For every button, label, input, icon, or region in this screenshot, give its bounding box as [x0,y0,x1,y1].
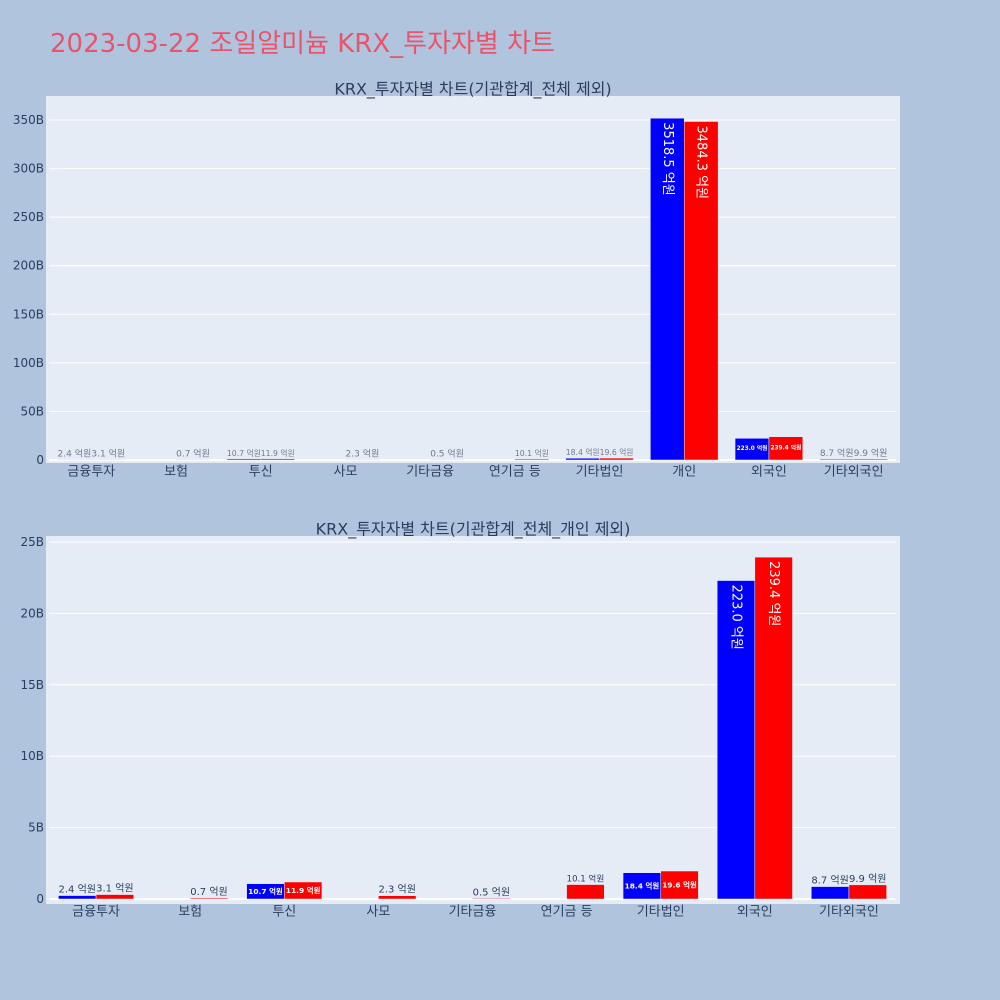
x-tick-label: 외국인 [737,905,773,920]
y-tick-label: 0 [36,453,44,467]
y-tick-label: 25B [20,535,44,549]
bar[interactable] [514,458,549,461]
bar-value-label: 11.9 억원 [261,449,295,458]
x-tick-label: 사모 [333,465,357,480]
x-tick-label: 투신 [272,905,296,920]
x-tick-label: 기타외국인 [824,465,884,480]
bar-value-label: 10.7 억원 [227,449,261,458]
bar-value-label: 10.1 억원 [567,873,605,885]
bar[interactable] [716,580,756,900]
bar[interactable] [650,117,685,461]
bar[interactable] [260,458,295,461]
bar-value-label: 18.4 억원 [625,880,660,890]
y-tick-label: 350B [13,113,44,127]
bar-value-label: 2.4 억원 [58,884,95,896]
x-tick-label: 금융투자 [72,905,120,920]
bar[interactable] [57,459,92,461]
bar-value-label: 11.9 억원 [286,885,321,895]
bar-value-label: 0.7 억원 [190,886,227,898]
bar-value-label: 3.1 억원 [91,447,125,459]
x-tick-label: 보험 [178,905,202,920]
bar[interactable] [345,459,380,461]
x-tick-label: 기타법인 [637,905,685,920]
bar[interactable] [189,897,229,900]
bar[interactable] [599,457,634,461]
y-tick-label: 15B [20,678,44,692]
bar-value-label: 8.7 억원 [820,447,854,459]
bar[interactable] [429,459,465,461]
x-tick-label: 개인 [672,465,696,480]
y-tick-label: 5B [28,821,44,835]
y-tick-label: 150B [13,307,44,321]
bar[interactable] [754,556,793,900]
bar[interactable] [566,884,605,900]
bar[interactable] [660,870,699,900]
bar[interactable] [622,872,661,900]
bar[interactable] [226,458,261,461]
bar-value-label: 3518.5 억원 [660,122,675,196]
bar-value-label: 3.1 억원 [96,883,133,895]
bar[interactable] [565,457,600,461]
bar-value-label: 223.0 억원 [737,444,768,452]
y-tick-label: 100B [13,356,44,370]
bar-value-label: 0.5 억원 [473,886,510,898]
bar-value-label: 9.9 억원 [854,447,888,459]
y-tick-label: 50B [20,404,44,418]
bar[interactable] [175,459,211,461]
bar[interactable] [91,459,126,461]
bar-value-label: 3484.3 억원 [694,126,709,200]
x-tick-label: 기타금융 [406,465,454,480]
bar-value-label: 9.9 억원 [849,873,886,885]
bar[interactable] [811,886,850,900]
chart-title: KRX_투자자별 차트(기관합계_전체 제외) [334,80,611,100]
y-tick-label: 250B [13,210,44,224]
bar[interactable] [378,895,417,900]
bar-value-label: 2.3 억원 [378,884,415,896]
bar[interactable] [853,458,888,461]
plot-area [46,96,900,463]
bar-value-label: 223.0 억원 [729,585,744,650]
y-tick-label: 20B [20,606,44,620]
bar-value-label: 19.6 억원 [662,880,697,890]
bar-value-label: 0.5 억원 [430,447,464,459]
x-tick-label: 외국인 [751,465,787,480]
bar-value-label: 10.7 억원 [248,886,283,896]
bar-value-label: 18.4 억원 [566,448,600,457]
bar-value-label: 0.7 억원 [176,447,210,459]
bar[interactable] [284,881,323,900]
bar[interactable] [768,436,804,461]
bar-value-label: 239.4 억원 [766,561,781,626]
x-tick-label: 사모 [366,905,390,920]
page-title: 2023-03-22 조일알미늄 KRX_투자자별 차트 [50,29,555,59]
x-tick-label: 투신 [249,465,273,480]
bar[interactable] [95,894,134,900]
x-tick-label: 보험 [164,465,188,480]
x-tick-label: 기타외국인 [819,905,879,920]
x-tick-label: 연기금 등 [541,905,593,920]
x-tick-label: 기타법인 [576,465,624,480]
x-tick-label: 금융투자 [67,465,115,480]
bar-value-label: 19.6 억원 [600,448,634,457]
bar-value-label: 2.4 억원 [58,447,92,459]
bar-value-label: 8.7 억원 [811,875,848,887]
bar[interactable] [472,898,511,900]
bar[interactable] [848,884,887,900]
x-tick-label: 기타금융 [449,905,497,920]
bar-value-label: 2.3 억원 [346,447,380,459]
bar-value-label: 10.1 억원 [515,449,549,458]
x-tick-label: 연기금 등 [489,465,541,480]
bar-value-label: 239.4 억원 [770,443,801,451]
y-tick-label: 0 [36,892,44,906]
y-tick-label: 300B [13,162,44,176]
bar[interactable] [819,458,854,461]
y-tick-label: 200B [13,259,44,273]
y-tick-label: 10B [20,749,44,763]
chart-title: KRX_투자자별 차트(기관합계_전체_개인 제외) [316,520,631,540]
bar[interactable] [684,121,719,461]
bar[interactable] [58,895,97,900]
chart-all-investors: 0 50B 100B 150B 200B 250B 300B 350B 금융투자 2.4 억원 3.… [13,96,900,480]
